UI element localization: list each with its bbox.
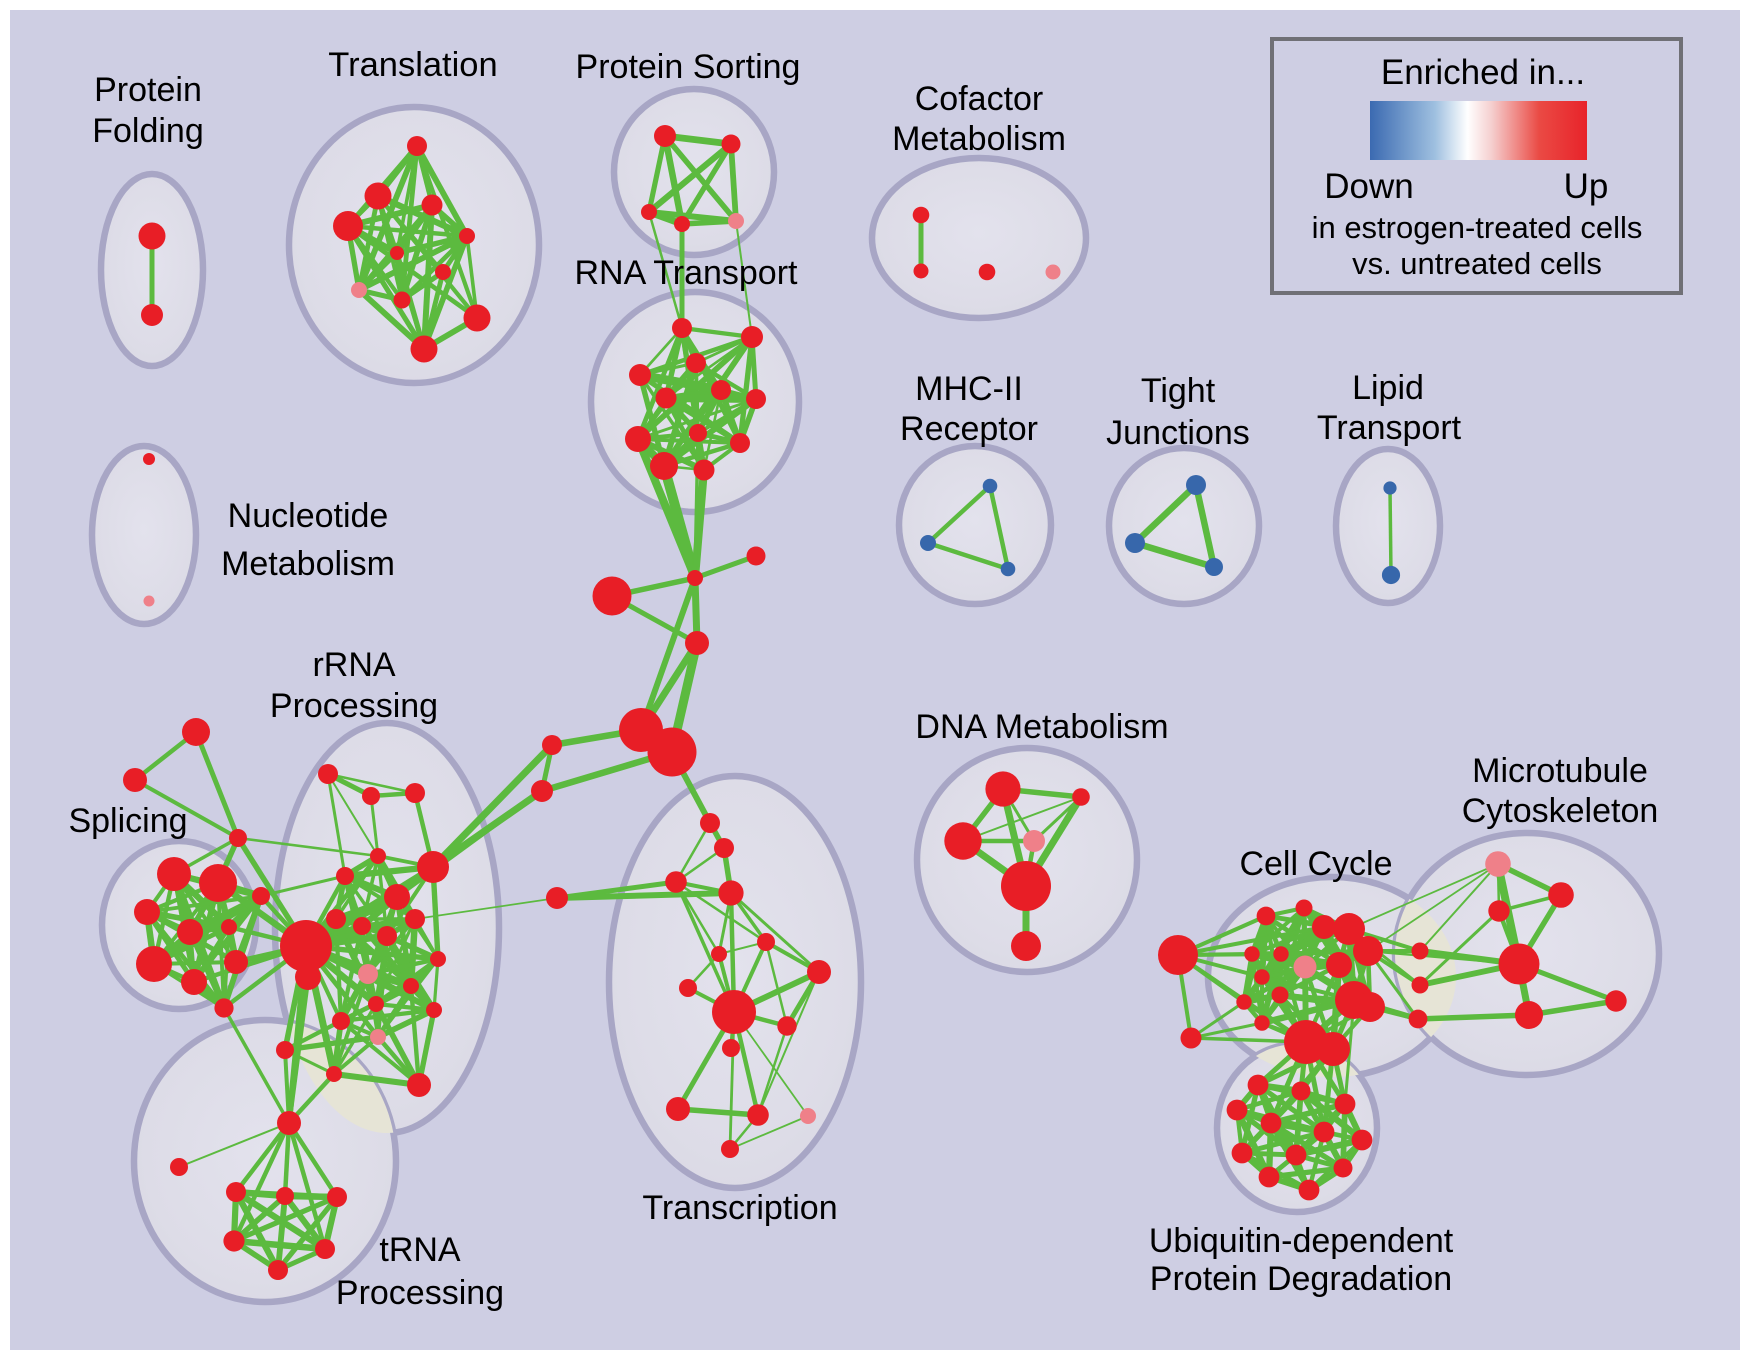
svg-text:Protein Sorting: Protein Sorting: [576, 48, 801, 86]
svg-text:rRNA: rRNA: [312, 646, 395, 684]
svg-text:in estrogen-treated cells: in estrogen-treated cells: [1312, 210, 1643, 245]
svg-text:Metabolism: Metabolism: [892, 120, 1066, 158]
svg-text:Tight: Tight: [1141, 372, 1216, 410]
svg-text:Transcription: Transcription: [642, 1189, 837, 1227]
svg-text:RNA Transport: RNA Transport: [575, 254, 799, 292]
svg-text:Protein: Protein: [94, 71, 202, 109]
svg-text:Cofactor: Cofactor: [915, 80, 1044, 118]
svg-text:Folding: Folding: [92, 112, 204, 150]
svg-text:Microtubule: Microtubule: [1472, 752, 1648, 790]
svg-text:Transport: Transport: [1317, 409, 1462, 447]
svg-text:Enriched in...: Enriched in...: [1381, 53, 1585, 92]
svg-text:Translation: Translation: [328, 46, 497, 84]
svg-text:vs. untreated cells: vs. untreated cells: [1352, 246, 1602, 281]
svg-text:DNA Metabolism: DNA Metabolism: [915, 708, 1168, 746]
svg-text:Junctions: Junctions: [1106, 414, 1250, 452]
svg-text:Cytoskeleton: Cytoskeleton: [1462, 792, 1659, 830]
svg-text:Up: Up: [1564, 167, 1609, 206]
svg-text:Lipid: Lipid: [1352, 369, 1424, 407]
svg-text:Nucleotide: Nucleotide: [228, 497, 389, 535]
svg-text:Splicing: Splicing: [68, 802, 187, 840]
svg-text:Processing: Processing: [270, 687, 438, 725]
svg-text:Receptor: Receptor: [900, 410, 1038, 448]
svg-text:Cell Cycle: Cell Cycle: [1239, 845, 1392, 883]
svg-text:Protein Degradation: Protein Degradation: [1150, 1260, 1452, 1298]
svg-text:tRNA: tRNA: [379, 1231, 461, 1269]
svg-text:Processing: Processing: [336, 1274, 504, 1312]
svg-text:Ubiquitin-dependent: Ubiquitin-dependent: [1149, 1222, 1454, 1260]
svg-text:Metabolism: Metabolism: [221, 545, 395, 583]
svg-text:Down: Down: [1324, 167, 1413, 206]
svg-text:MHC-II: MHC-II: [915, 370, 1023, 408]
